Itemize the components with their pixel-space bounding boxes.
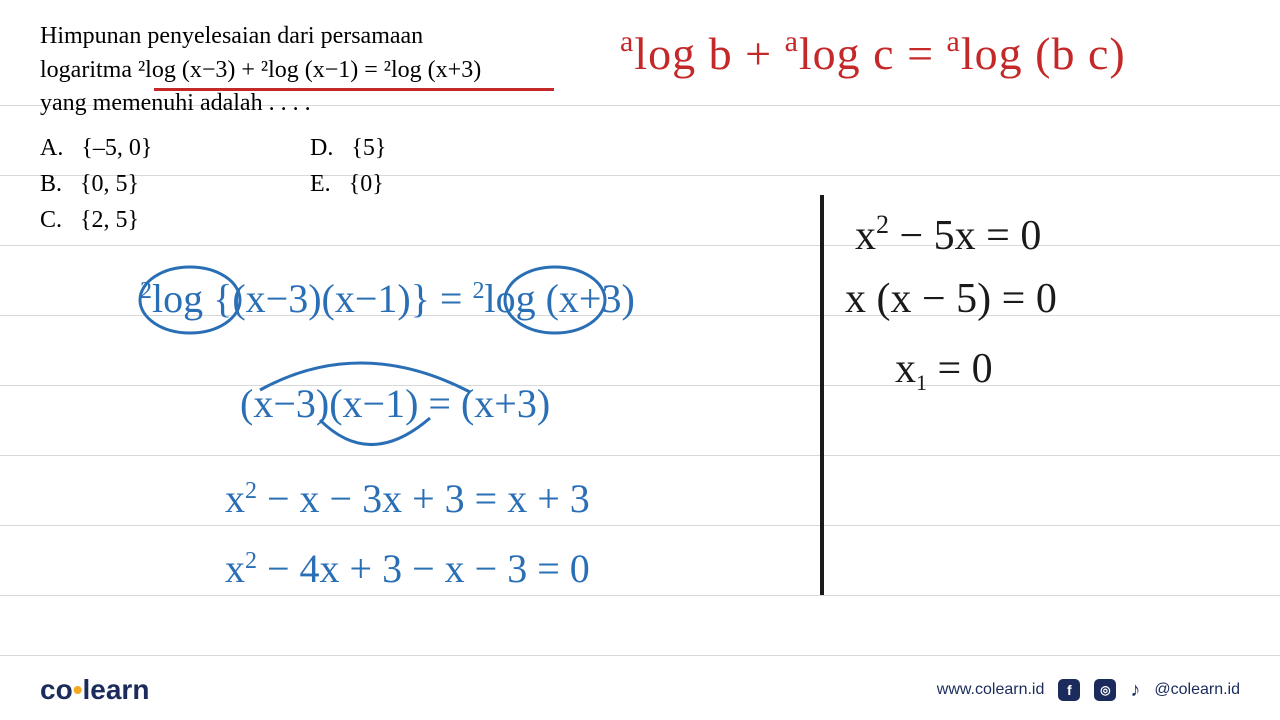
blue-work-line1: 2log {(x−3)(x−1)} = 2log (x+3)	[140, 275, 635, 322]
question-line3: yang memenuhi adalah . . . .	[40, 87, 560, 121]
logo: co•learn	[40, 674, 149, 706]
black-work-line2: x (x − 5) = 0	[845, 275, 1057, 323]
footer-handle: @colearn.id	[1154, 681, 1240, 699]
question-line2: logaritma ²log (x−3) + ²log (x−1) = ²log…	[40, 54, 560, 88]
footer: co•learn www.colearn.id f ◎ ♪ @colearn.i…	[0, 674, 1280, 706]
facebook-icon: f	[1058, 679, 1080, 701]
option-e: E. {0}	[310, 166, 450, 202]
black-work-line1: x2 − 5x = 0	[855, 210, 1041, 260]
instagram-icon: ◎	[1094, 679, 1116, 701]
option-d: D. {5}	[310, 130, 450, 166]
question-line1: Himpunan penyelesaian dari persamaan	[40, 20, 560, 54]
tiktok-icon: ♪	[1130, 679, 1140, 702]
footer-url: www.colearn.id	[937, 681, 1045, 699]
blue-work-line4: x2 − 4x + 3 − x − 3 = 0	[225, 545, 590, 592]
black-work-line3: x1 = 0	[895, 345, 993, 396]
option-a: A. {–5, 0}	[40, 130, 180, 166]
blue-work-line2: (x−3)(x−1) = (x+3)	[240, 380, 550, 427]
footer-right: www.colearn.id f ◎ ♪ @colearn.id	[937, 679, 1240, 702]
answer-options: A. {–5, 0} D. {5} B. {0, 5} E. {0} C. {2…	[40, 130, 450, 238]
option-c: C. {2, 5}	[40, 202, 180, 238]
log-rule-red: alog b + alog c = alog (b c)	[620, 25, 1126, 80]
question-block: Himpunan penyelesaian dari persamaan log…	[40, 20, 560, 121]
blue-work-line3: x2 − x − 3x + 3 = x + 3	[225, 475, 590, 522]
vertical-divider	[820, 195, 824, 595]
option-b: B. {0, 5}	[40, 166, 180, 202]
